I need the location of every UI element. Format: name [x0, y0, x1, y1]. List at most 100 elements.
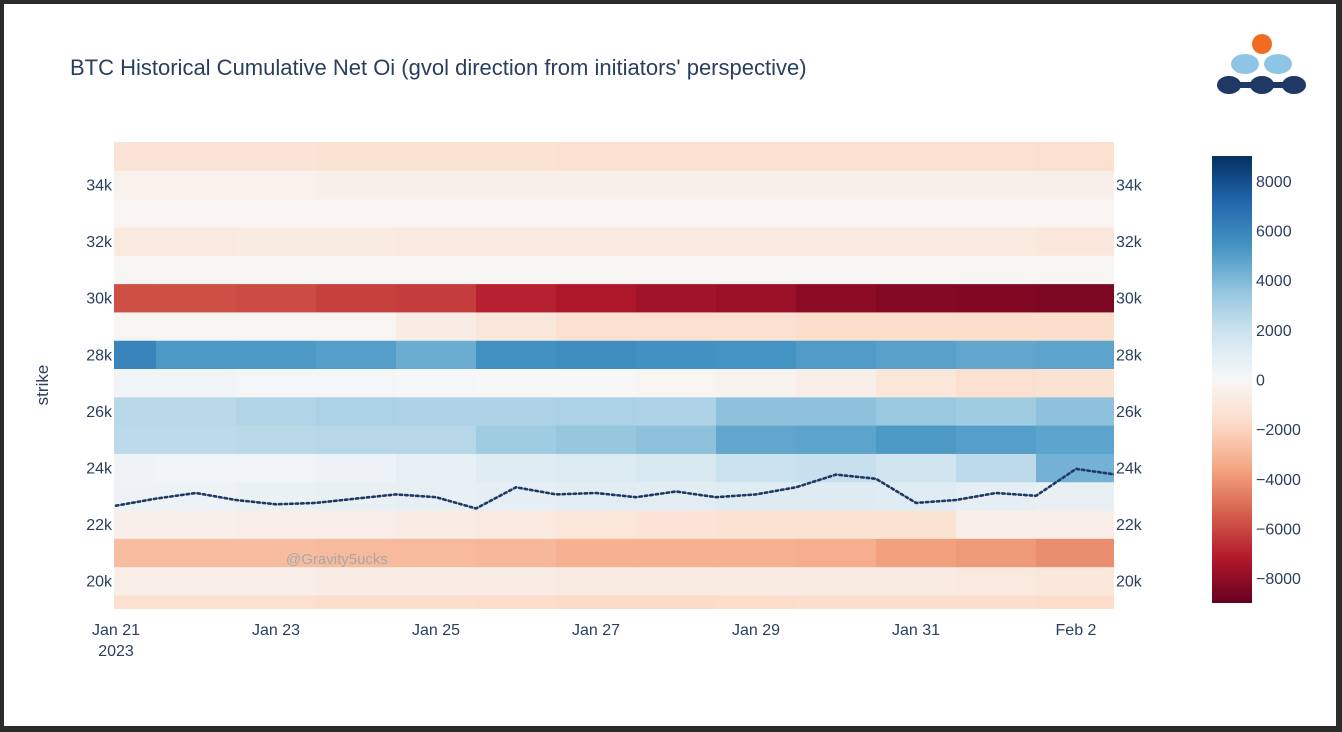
heatmap-cell — [556, 226, 637, 256]
y-tick-label-right: 20k — [1116, 574, 1143, 591]
heatmap-cell — [114, 340, 157, 370]
heatmap-cell — [716, 283, 797, 313]
heatmap-cell — [476, 368, 557, 398]
heatmap-cell — [956, 198, 1037, 228]
heatmap-cell — [956, 170, 1037, 200]
heatmap-cell — [396, 311, 477, 341]
heatmap-cell — [1116, 425, 1197, 454]
heatmap-cell — [156, 311, 237, 341]
colorbar-tick-label: −6000 — [1256, 522, 1301, 539]
x-tick-sublabel: 2023 — [98, 643, 134, 660]
heatmap-cell — [156, 453, 237, 483]
heatmap-cell — [476, 311, 557, 341]
colorbar-ticks: 8000 6000 4000 2000 0 −2000 −4000 −6000 −8000 — [1256, 174, 1301, 588]
heatmap-cell — [236, 283, 317, 313]
heatmap-cell — [476, 509, 557, 539]
heatmap-cell — [956, 538, 1037, 568]
heatmap-cell — [236, 340, 317, 370]
heatmap-cell — [956, 255, 1037, 285]
heatmap-cell — [156, 396, 237, 426]
heatmap-cell — [796, 594, 877, 609]
heatmap-cell — [1036, 396, 1114, 426]
heatmap-cell — [476, 538, 557, 568]
heatmap-cell — [636, 198, 717, 228]
heatmap-cell — [236, 142, 317, 171]
heatmap-cell — [556, 425, 637, 454]
heatmap-cell — [316, 170, 397, 200]
heatmap-cell — [716, 311, 797, 341]
heatmap-cell — [396, 368, 477, 398]
heatmap-cell — [716, 198, 797, 228]
x-tick-label: Jan 27 — [572, 622, 620, 639]
heatmap-cell — [636, 509, 717, 539]
heatmap-cell — [316, 538, 397, 568]
heatmap-cell — [114, 226, 157, 256]
heatmap-cell — [1036, 255, 1114, 285]
heatmap-cell — [556, 453, 637, 483]
heatmap-cell — [114, 396, 157, 426]
heatmap-cell — [476, 283, 557, 313]
heatmap-cell — [156, 594, 237, 609]
heatmap-cell — [876, 453, 957, 483]
heatmap-cell — [716, 255, 797, 285]
chart-title: BTC Historical Cumulative Net Oi (gvol d… — [70, 55, 807, 80]
heatmap-cell — [1036, 283, 1114, 313]
heatmap-cell — [556, 198, 637, 228]
heatmap-cell — [636, 368, 717, 398]
heatmap-cell — [716, 453, 797, 483]
heatmap-cell — [114, 594, 157, 609]
heatmap-cell — [956, 594, 1037, 609]
heatmap-cell — [396, 283, 477, 313]
heatmap-cell — [156, 170, 237, 200]
heatmap-cell — [716, 368, 797, 398]
heatmap-cell — [556, 538, 637, 568]
y-tick-label-left: 24k — [86, 460, 113, 477]
heatmap-cell — [114, 453, 157, 483]
heatmap-cell — [236, 425, 317, 454]
heatmap-cell — [796, 368, 877, 398]
heatmap-cell — [1036, 198, 1114, 228]
heatmap-cell — [156, 340, 237, 370]
heatmap-cell — [316, 226, 397, 256]
heatmap-cell — [236, 594, 317, 609]
heatmap-cell — [716, 594, 797, 609]
heatmap-cell — [636, 453, 717, 483]
y-tick-label-right: 26k — [1116, 404, 1143, 421]
heatmap-cell — [236, 481, 317, 511]
heatmap-cell — [796, 255, 877, 285]
heatmap-cell — [876, 255, 957, 285]
heatmap-cell — [396, 396, 477, 426]
heatmap-cell — [876, 594, 957, 609]
heatmap-cell — [556, 509, 637, 539]
heatmap-cell — [316, 566, 397, 596]
heatmap-cell — [636, 226, 717, 256]
colorbar-tick-label: 0 — [1256, 373, 1265, 390]
heatmap-cell — [316, 340, 397, 370]
heatmap-cell — [556, 340, 637, 370]
heatmap-cell — [716, 538, 797, 568]
y-tick-label-left: 22k — [86, 517, 113, 534]
heatmap-cell — [876, 340, 957, 370]
heatmap-cell — [1116, 255, 1197, 284]
heatmap-cell — [236, 226, 317, 256]
colorbar-tick-label: −2000 — [1256, 422, 1301, 439]
heatmap-cell — [556, 255, 637, 285]
heatmap-cell — [636, 340, 717, 370]
heatmap-cell — [236, 311, 317, 341]
heatmap-cell — [156, 566, 237, 596]
heatmap-cell — [156, 538, 237, 568]
heatmap-cell — [396, 170, 477, 200]
heatmap-cell — [636, 425, 717, 454]
heatmap-cells — [114, 142, 1197, 609]
heatmap-cell — [796, 226, 877, 256]
heatmap-cell — [1036, 170, 1114, 200]
x-axis: Jan 21 2023 Jan 23 Jan 25 Jan 27 Jan 29 Jan 31… — [92, 622, 1097, 660]
heatmap-cell — [114, 509, 157, 539]
heatmap-cell — [1036, 226, 1114, 256]
heatmap-cell — [1116, 368, 1197, 397]
heatmap-cell — [1036, 453, 1114, 483]
heatmap-cell — [876, 396, 957, 426]
heatmap-cell — [1036, 538, 1114, 568]
heatmap-cell — [636, 538, 717, 568]
heatmap-cell — [476, 255, 557, 285]
